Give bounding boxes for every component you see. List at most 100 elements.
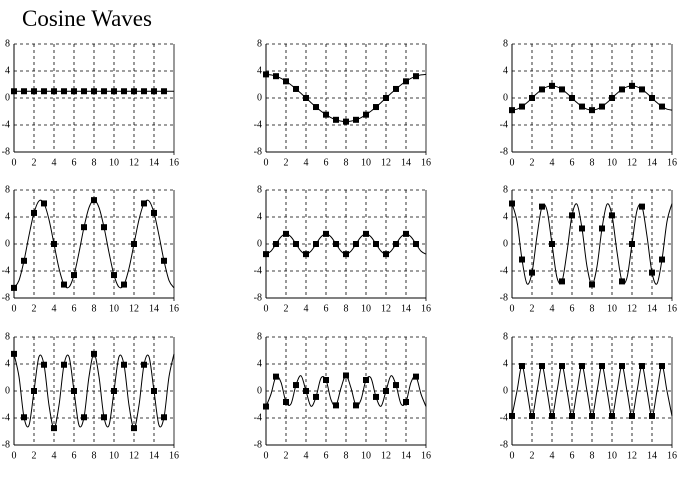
marker — [101, 414, 107, 421]
marker — [111, 88, 117, 95]
marker — [141, 200, 147, 207]
marker — [91, 88, 97, 95]
x-tick-label: 0 — [510, 303, 515, 314]
y-tick-label: 8 — [503, 184, 508, 195]
y-tick-label: 0 — [5, 92, 10, 103]
marker — [629, 241, 635, 247]
y-tick-label: -4 — [254, 412, 262, 423]
x-tick-label: 10 — [607, 450, 617, 461]
marker — [509, 412, 515, 419]
marker — [323, 376, 329, 383]
marker — [21, 257, 27, 264]
y-tick-label: -8 — [254, 292, 262, 303]
x-tick-label: 6 — [324, 303, 329, 314]
y-tick-label: -4 — [254, 119, 262, 130]
y-tick-label: 4 — [503, 65, 508, 76]
x-tick-label: 2 — [530, 157, 535, 168]
marker — [363, 111, 369, 118]
marker — [41, 361, 47, 368]
marker — [383, 95, 389, 101]
marker — [333, 241, 339, 247]
marker — [71, 388, 77, 394]
marker — [11, 350, 17, 357]
x-tick-label: 0 — [264, 450, 269, 461]
x-tick-label: 4 — [550, 450, 555, 461]
marker — [629, 82, 635, 89]
marker — [313, 104, 319, 111]
x-tick-label: 16 — [667, 157, 677, 168]
marker — [383, 251, 389, 258]
marker — [21, 88, 27, 95]
x-tick-label: 2 — [284, 157, 289, 168]
x-tick-label: 6 — [570, 303, 575, 314]
x-tick-label: 12 — [627, 157, 637, 168]
marker — [101, 88, 107, 95]
marker — [579, 225, 585, 232]
y-tick-label: 0 — [503, 385, 508, 396]
x-tick-label: 6 — [570, 450, 575, 461]
x-tick-label: 14 — [647, 450, 657, 461]
y-tick-label: 8 — [257, 38, 262, 49]
marker — [589, 107, 595, 114]
marker — [569, 95, 575, 101]
marker — [589, 412, 595, 419]
marker — [413, 241, 419, 247]
x-tick-label: 14 — [647, 303, 657, 314]
y-tick-label: 8 — [5, 331, 10, 342]
marker — [111, 388, 117, 394]
marker — [549, 412, 555, 419]
x-tick-label: 14 — [149, 157, 159, 168]
marker — [41, 88, 47, 95]
marker — [293, 382, 299, 389]
y-tick-label: -4 — [2, 265, 10, 276]
x-tick-label: 0 — [12, 450, 17, 461]
x-tick-label: 2 — [530, 450, 535, 461]
y-tick-label: 8 — [257, 184, 262, 195]
marker — [11, 284, 17, 291]
marker — [629, 412, 635, 419]
x-tick-label: 10 — [361, 450, 371, 461]
y-tick-label: 8 — [5, 38, 10, 49]
marker — [323, 111, 329, 118]
x-tick-label: 16 — [421, 450, 431, 461]
marker — [313, 241, 319, 247]
marker — [263, 71, 269, 78]
x-tick-label: 8 — [92, 450, 97, 461]
marker — [549, 82, 555, 89]
marker — [353, 241, 359, 247]
x-tick-label: 12 — [381, 157, 391, 168]
marker — [569, 212, 575, 219]
marker — [413, 73, 419, 80]
x-tick-label: 12 — [129, 450, 139, 461]
marker — [121, 88, 127, 95]
marker — [639, 363, 645, 370]
marker — [599, 103, 605, 110]
x-tick-label: 14 — [149, 450, 159, 461]
marker — [619, 86, 625, 93]
marker — [273, 73, 279, 80]
x-tick-label: 4 — [550, 157, 555, 168]
x-tick-label: 8 — [344, 450, 349, 461]
marker — [649, 412, 655, 419]
marker — [529, 412, 535, 419]
marker — [373, 104, 379, 111]
marker — [609, 412, 615, 419]
marker — [639, 203, 645, 210]
marker — [61, 361, 67, 368]
marker — [151, 209, 157, 216]
marker — [141, 361, 147, 368]
x-tick-label: 16 — [667, 450, 677, 461]
marker — [61, 281, 67, 288]
marker — [303, 388, 309, 394]
y-tick-label: -4 — [500, 412, 508, 423]
marker — [569, 412, 575, 419]
marker — [283, 399, 289, 406]
marker — [393, 382, 399, 389]
x-tick-label: 8 — [92, 303, 97, 314]
marker — [101, 224, 107, 231]
marker — [539, 86, 545, 93]
x-tick-label: 2 — [530, 303, 535, 314]
x-tick-label: 12 — [381, 450, 391, 461]
x-tick-label: 10 — [607, 157, 617, 168]
